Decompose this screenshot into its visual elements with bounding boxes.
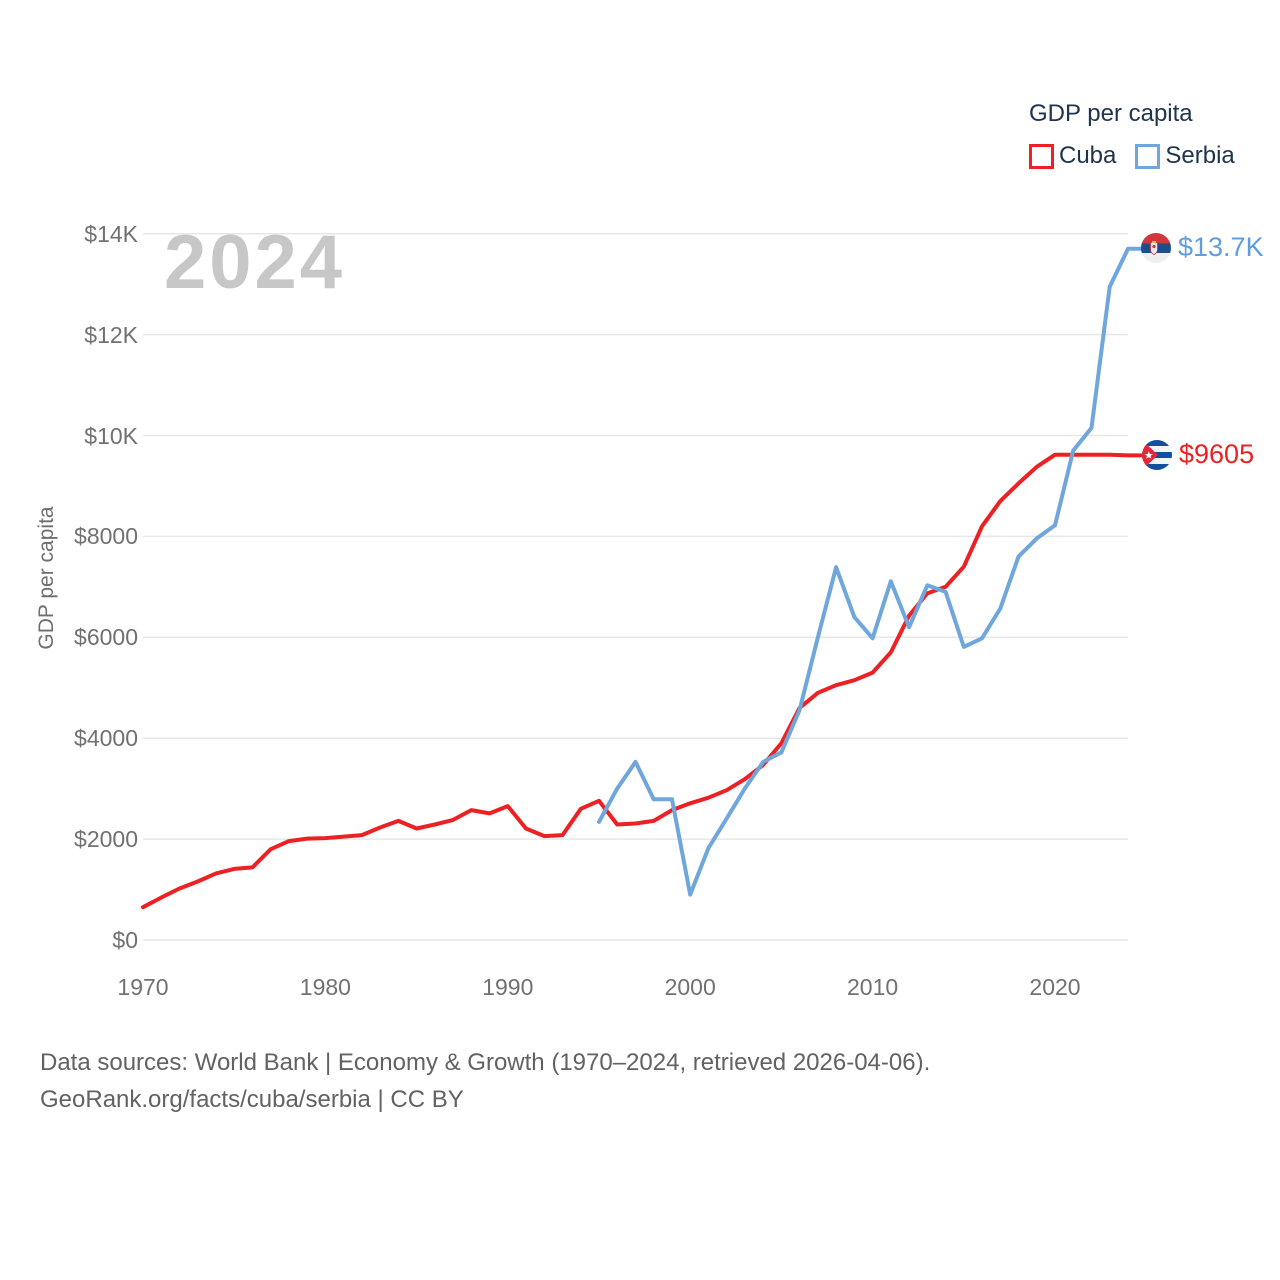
y-tick-label: $4000 [74, 725, 138, 752]
x-tick-label: 2010 [847, 974, 899, 1000]
x-tick-label: 1990 [482, 974, 534, 1000]
legend: GDP per capita Cuba Serbia [1029, 100, 1235, 170]
cuba-end-label: $9605 [1142, 439, 1254, 470]
serbia-end-label: $13.7K [1141, 232, 1264, 263]
serbia-end-value: $13.7K [1178, 232, 1264, 262]
legend-item-serbia[interactable]: Serbia [1135, 142, 1235, 170]
legend-item-label: Cuba [1059, 142, 1117, 169]
y-tick-label: $12K [84, 321, 138, 348]
cuba-end-value: $9605 [1179, 439, 1255, 469]
y-tick-label: $8000 [74, 523, 138, 550]
data-sources-line: Data sources: World Bank | Economy & Gro… [40, 1049, 931, 1076]
legend-item-label: Serbia [1165, 142, 1235, 169]
y-tick-label: $14K [84, 220, 138, 247]
footer: Data sources: World Bank | Economy & Gro… [40, 1044, 930, 1118]
legend-item-cuba[interactable]: Cuba [1029, 142, 1116, 170]
serbia-flag-icon [1141, 232, 1171, 263]
y-axis-title: GDP per capita [35, 506, 58, 650]
series-lines [141, 246, 1143, 910]
cuba-line [141, 452, 1143, 910]
cuba-flag-icon [1142, 439, 1172, 470]
x-tick-label: 2000 [664, 974, 716, 1000]
y-tick-label: $10K [84, 422, 138, 449]
x-tick-label: 1980 [299, 974, 351, 1000]
serbia-swatch-icon [1135, 143, 1161, 169]
x-tick-label: 1970 [117, 974, 169, 1000]
y-tick-label: $0 [112, 927, 138, 953]
legend-title: GDP per capita [1029, 100, 1193, 127]
y-tick-label: $6000 [74, 624, 138, 651]
attribution-line: GeoRank.org/facts/cuba/serbia | CC BY [40, 1086, 464, 1113]
cuba-swatch-icon [1029, 143, 1054, 169]
legend-items: Cuba Serbia [1029, 142, 1235, 170]
x-tick-label: 2020 [1029, 974, 1081, 1000]
y-tick-label: $2000 [74, 826, 138, 853]
gridlines [143, 232, 1128, 941]
year-watermark: 2024 [164, 220, 346, 305]
serbia-line [597, 246, 1143, 897]
